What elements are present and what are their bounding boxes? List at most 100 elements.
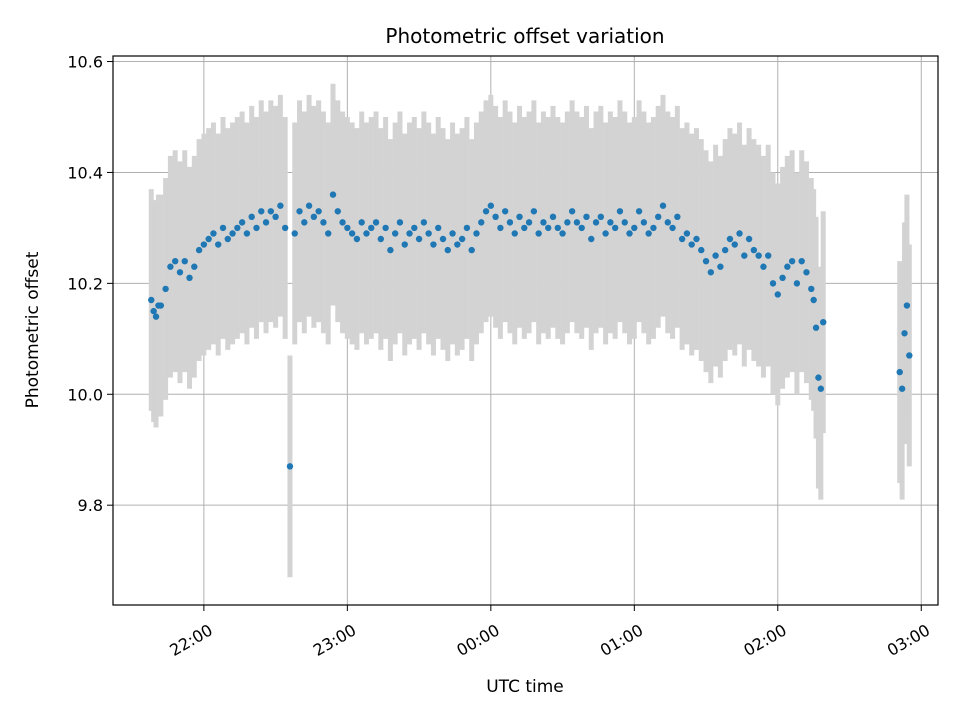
data-point	[774, 291, 781, 298]
data-point	[243, 230, 251, 237]
data-point	[152, 313, 160, 320]
data-point	[808, 285, 815, 293]
data-point	[305, 202, 313, 209]
data-point	[200, 241, 208, 248]
data-point	[171, 257, 179, 265]
data-point	[698, 246, 705, 254]
data-point	[631, 224, 638, 232]
data-point	[592, 219, 600, 226]
data-point	[540, 219, 547, 226]
data-point	[406, 230, 413, 237]
data-point	[765, 252, 772, 259]
data-point	[344, 224, 351, 232]
data-point	[238, 219, 246, 226]
data-point	[162, 285, 169, 293]
data-point	[186, 274, 193, 282]
data-point	[820, 318, 827, 326]
y-tick-label: 9.8	[78, 496, 103, 515]
data-point	[664, 219, 671, 226]
data-point	[545, 224, 552, 232]
data-point	[506, 219, 514, 226]
data-point	[449, 230, 456, 237]
data-point	[430, 241, 437, 248]
data-point	[898, 385, 906, 392]
data-point	[678, 235, 686, 243]
data-point	[588, 235, 595, 243]
data-point	[607, 219, 614, 226]
data-point	[310, 213, 318, 221]
data-point	[521, 224, 528, 232]
data-point	[353, 235, 361, 243]
data-point	[478, 219, 485, 226]
data-point	[501, 208, 509, 215]
data-point	[616, 208, 624, 215]
data-point	[482, 208, 490, 215]
data-point	[717, 263, 724, 270]
data-point	[229, 230, 236, 237]
data-point	[650, 224, 657, 232]
data-point	[516, 213, 523, 221]
x-tick-label: 03:00	[884, 620, 933, 660]
data-point	[224, 235, 231, 243]
data-point	[578, 224, 585, 232]
data-point	[325, 230, 332, 237]
data-point	[401, 241, 408, 248]
x-axis: 22:00 23:00 00:00 01:00 02:00 03:00	[166, 605, 933, 660]
data-point	[286, 463, 294, 470]
data-point	[745, 235, 753, 243]
y-tick-label: 10.2	[67, 274, 103, 293]
data-point	[896, 368, 903, 376]
data-point	[721, 246, 729, 254]
data-point	[425, 230, 432, 237]
data-point	[473, 230, 480, 237]
data-point	[707, 269, 715, 276]
data-point	[736, 230, 743, 237]
data-point	[535, 230, 542, 237]
data-point	[621, 219, 628, 226]
plot-frame	[112, 55, 939, 606]
data-point	[329, 191, 337, 198]
data-point	[803, 269, 810, 276]
data-point	[798, 257, 805, 265]
data-point	[195, 246, 203, 254]
data-point	[219, 224, 227, 232]
data-point	[315, 208, 322, 215]
data-point	[435, 224, 442, 232]
data-point	[181, 257, 188, 265]
data-point	[793, 280, 801, 287]
data-point	[458, 235, 466, 243]
data-point	[267, 208, 275, 215]
data-point	[167, 263, 174, 270]
x-tick-label: 02:00	[740, 620, 789, 660]
data-point	[817, 385, 825, 392]
data-point	[530, 208, 538, 215]
data-point	[377, 235, 385, 243]
y-tick-label: 10.6	[67, 53, 103, 72]
data-point	[564, 219, 571, 226]
data-point	[148, 296, 155, 304]
data-point	[248, 213, 255, 221]
data-point	[559, 230, 566, 237]
data-point	[750, 246, 758, 254]
data-point	[253, 224, 260, 232]
x-tick-label: 23:00	[310, 620, 359, 660]
data-point	[368, 224, 375, 232]
data-point	[683, 230, 691, 237]
data-point	[382, 224, 389, 232]
data-point	[262, 219, 270, 226]
data-point	[334, 208, 341, 215]
data-point	[272, 213, 279, 221]
data-point	[339, 219, 346, 226]
data-point	[277, 202, 284, 209]
data-point	[573, 219, 581, 226]
data-point	[150, 307, 157, 315]
data-point	[611, 224, 619, 232]
data-point	[726, 235, 734, 243]
data-point	[372, 219, 380, 226]
data-point	[784, 263, 791, 270]
data-point	[387, 246, 394, 254]
data-point	[358, 219, 365, 226]
data-point	[597, 213, 605, 221]
data-point	[779, 274, 786, 282]
data-point	[741, 252, 748, 259]
